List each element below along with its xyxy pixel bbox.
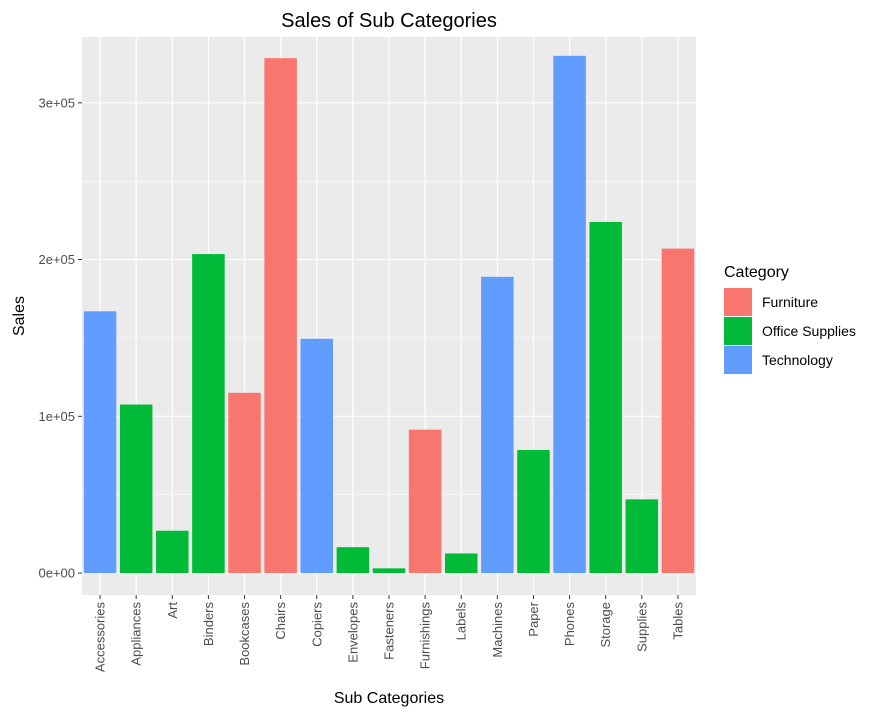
bars (83, 55, 695, 574)
x-tick-label: Binders (201, 602, 216, 647)
bar-chairs (264, 58, 297, 574)
x-tick-label: Appliances (129, 602, 144, 666)
bar-envelopes (336, 547, 370, 574)
x-tick-label: Labels (454, 602, 469, 641)
x-tick-label: Copiers (309, 602, 324, 647)
x-tick-label: Accessories (93, 602, 108, 673)
y-tick-label: 2e+05 (38, 252, 75, 267)
x-tick-label: Machines (490, 602, 505, 658)
bar-storage (589, 221, 622, 574)
x-tick-label: Fasteners (382, 602, 397, 660)
y-axis-ticks: 0e+00 1e+05 2e+05 3e+05 (38, 95, 82, 581)
x-tick-label: Phones (562, 602, 577, 647)
x-tick-label: Art (165, 602, 180, 619)
bar-supplies (625, 499, 659, 574)
legend-key (724, 288, 752, 316)
chart-title: Sales of Sub Categories (281, 10, 497, 32)
bar-labels (444, 553, 478, 574)
x-tick-label: Tables (670, 602, 685, 640)
bar-appliances (119, 404, 153, 574)
bar-tables (661, 248, 695, 574)
legend: Category Furniture Office Supplies Technol… (724, 264, 856, 374)
x-tick-label: Storage (598, 602, 613, 648)
legend-key (724, 317, 752, 345)
legend-label: Furniture (762, 294, 818, 310)
bar-machines (481, 276, 514, 574)
x-tick-label: Furnishings (418, 602, 433, 670)
bar-accessories (83, 311, 117, 574)
legend-label: Technology (762, 352, 833, 368)
x-axis-title: Sub Categories (334, 690, 444, 707)
x-tick-label: Supplies (634, 602, 649, 652)
x-tick-label: Envelopes (345, 602, 360, 663)
x-axis-ticks: Accessories Appliances Art Binders Bookcases… (93, 595, 685, 673)
bar-phones (553, 55, 586, 574)
bar-bookcases (228, 392, 261, 574)
bar-binders (192, 254, 225, 574)
legend-label: Office Supplies (762, 323, 856, 339)
x-tick-label: Chairs (273, 602, 288, 640)
bar-fasteners (372, 568, 406, 574)
legend-title: Category (724, 264, 789, 281)
legend-key (724, 346, 752, 374)
x-tick-label: Bookcases (237, 602, 252, 666)
y-tick-label: 3e+05 (38, 95, 75, 110)
bar-furnishings (408, 429, 442, 574)
x-tick-label: Paper (526, 601, 541, 636)
y-axis-title: Sales (11, 296, 28, 336)
bar-copiers (300, 338, 334, 574)
bar-paper (517, 450, 550, 574)
y-tick-label: 0e+00 (38, 566, 75, 581)
y-tick-label: 1e+05 (38, 409, 75, 424)
bar-art (156, 530, 189, 574)
